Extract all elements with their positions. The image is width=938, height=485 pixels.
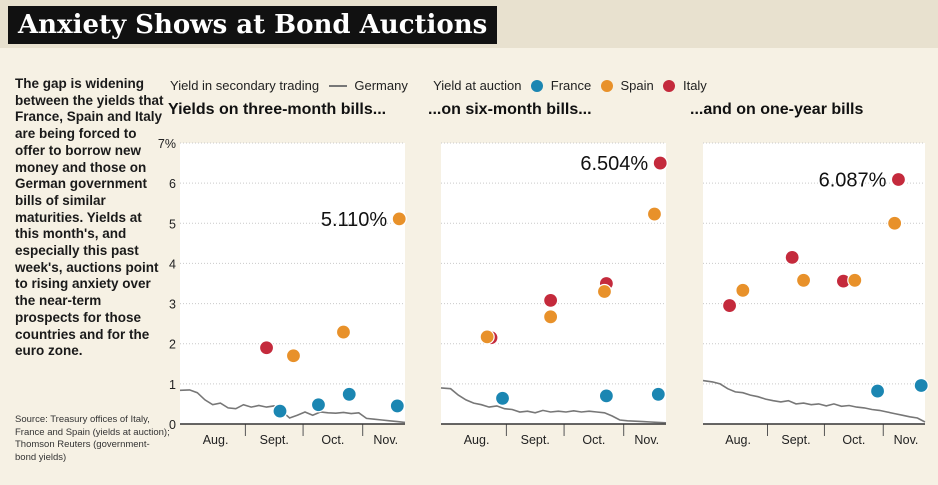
spain-auction-point: [391, 211, 407, 227]
plot-area: [441, 143, 666, 424]
france-auction-point: [272, 403, 288, 419]
spain-auction-point: [335, 324, 352, 340]
callout-label: 5.110%: [321, 209, 388, 231]
month-label: Oct.: [321, 433, 344, 447]
france-auction-point: [869, 383, 886, 399]
legend-spain-dot: [600, 79, 613, 92]
spain-auction-point: [795, 272, 812, 288]
italy-auction-point: [258, 340, 275, 356]
legend-germany-line-swatch: [328, 84, 347, 87]
panel-one-year: Aug. Sept. Oct. Nov. 6.087%: [702, 142, 929, 447]
panel-title-one-year: ...and on one-year bills: [690, 101, 864, 118]
france-auction-point: [389, 398, 405, 414]
france-auction-point: [494, 390, 511, 406]
italy-auction-point: [784, 249, 800, 266]
legend-secondary-label: Yield in secondary trading: [170, 77, 320, 93]
spain-auction-point: [887, 215, 903, 231]
y-tick-label: 7%: [158, 137, 176, 151]
month-label: Oct.: [842, 433, 865, 447]
panel-six-month: Aug. Sept. Oct. Nov. 6.504%: [440, 142, 668, 447]
spain-auction-point: [285, 348, 302, 364]
legend-france-label: France: [550, 77, 592, 93]
y-tick-label: 0: [169, 418, 176, 432]
plot-area: [703, 143, 925, 424]
legend-auction-label: Yield at auction: [433, 77, 522, 93]
legend: Yield in secondary trading Germany Yield…: [170, 76, 707, 94]
france-auction-point: [913, 377, 929, 394]
france-auction-point: [341, 386, 357, 402]
spain-auction-point: [847, 272, 863, 288]
germany-yield-line: [179, 389, 406, 424]
spain-auction-point: [596, 283, 613, 300]
panel-title-three-month: Yields on three-month bills...: [168, 101, 387, 118]
spain-auction-point: [479, 329, 495, 345]
month-label: Nov.: [894, 433, 919, 447]
france-auction-point: [650, 386, 666, 402]
month-label: Sept.: [781, 433, 810, 447]
source-note: Source: Treasury offices of Italy, Franc…: [15, 414, 170, 463]
spain-auction-point: [735, 282, 751, 298]
spain-auction-point: [543, 309, 559, 325]
title-bar: Anxiety Shows at Bond Auctions: [0, 0, 938, 48]
month-label: Nov.: [373, 433, 398, 447]
y-tick-label: 2: [169, 338, 176, 352]
france-auction-point: [598, 388, 614, 404]
panel-three-month: Aug. Sept. Oct. Nov. 0 1 2 3 4 5 6 7% 5.110%: [158, 137, 407, 447]
italy-auction-point: [890, 171, 907, 188]
y-tick-label: 4: [169, 257, 176, 271]
callout-label: 6.504%: [580, 153, 648, 175]
month-label: Sept.: [260, 433, 289, 447]
panel-title-six-month: ...on six-month bills...: [428, 101, 592, 118]
legend-italy-label: Italy: [682, 77, 707, 93]
germany-yield-line: [702, 379, 926, 423]
month-label: Aug.: [464, 433, 490, 447]
y-tick-label: 1: [169, 378, 176, 392]
legend-germany-label: Germany: [354, 77, 408, 93]
month-label: Aug.: [203, 433, 229, 447]
y-tick-label: 6: [169, 177, 176, 191]
germany-yield-line: [440, 387, 667, 424]
legend-italy-dot: [663, 79, 676, 92]
month-label: Aug.: [725, 433, 751, 447]
chart-title: Anxiety Shows at Bond Auctions: [8, 6, 498, 44]
plot-area: [180, 143, 405, 424]
intro-text: The gap is widening between the yields t…: [15, 76, 164, 359]
month-label: Nov.: [634, 433, 659, 447]
legend-spain-label: Spain: [620, 77, 654, 93]
italy-auction-point: [652, 155, 668, 171]
y-tick-label: 5: [169, 217, 176, 231]
italy-auction-point: [543, 292, 559, 308]
italy-auction-point: [721, 297, 738, 314]
month-label: Oct.: [582, 433, 605, 447]
france-auction-point: [310, 397, 327, 413]
spain-auction-point: [646, 206, 663, 222]
y-tick-label: 3: [169, 298, 176, 312]
legend-france-dot: [531, 79, 544, 92]
month-label: Sept.: [521, 433, 550, 447]
callout-label: 6.087%: [819, 170, 887, 192]
